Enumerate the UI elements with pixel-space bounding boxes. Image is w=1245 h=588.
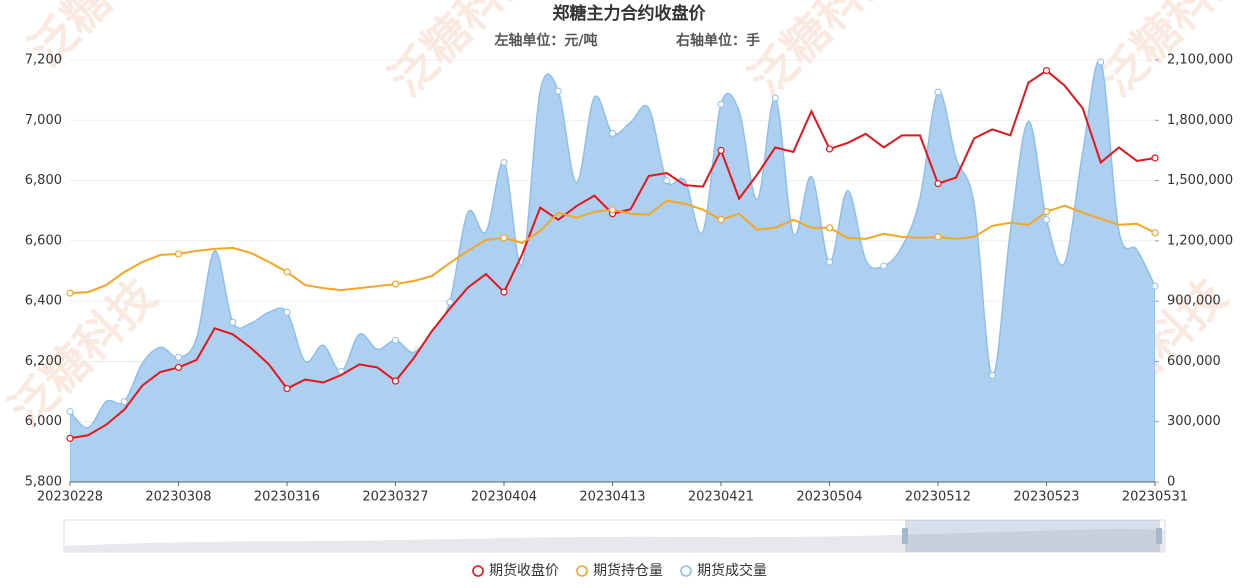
point bbox=[608, 206, 617, 214]
point bbox=[988, 371, 996, 379]
x-tick-label: 20230327 bbox=[362, 490, 428, 505]
x-tick-label: 20230531 bbox=[1122, 490, 1188, 505]
y-tick-label: 5,800 bbox=[25, 475, 62, 490]
y-tick-label: 6,000 bbox=[25, 414, 62, 429]
y-tick-label: 6,400 bbox=[25, 294, 62, 309]
legend: 期货收盘价 期货持仓量 期货成交量 bbox=[472, 562, 767, 579]
point bbox=[1097, 58, 1105, 66]
y-tick-label: 7,000 bbox=[25, 113, 62, 128]
point bbox=[1151, 154, 1159, 162]
point bbox=[717, 216, 725, 224]
zoom-window[interactable] bbox=[905, 520, 1160, 552]
x-tick-label: 20230421 bbox=[688, 490, 754, 505]
legend-marker bbox=[472, 565, 484, 577]
left-axis-unit: 左轴单位：元/吨 bbox=[493, 32, 597, 49]
volume-area bbox=[70, 59, 1155, 482]
x-tick-label: 20230228 bbox=[37, 490, 103, 505]
point bbox=[283, 384, 291, 393]
point bbox=[66, 408, 74, 416]
y-tick-label: 6,800 bbox=[25, 173, 62, 188]
y2-tick-label: 0 bbox=[1167, 475, 1175, 490]
point bbox=[825, 224, 834, 232]
point bbox=[66, 289, 74, 297]
data-zoom[interactable] bbox=[63, 519, 1166, 553]
y2-tick-label: 1,800,000 bbox=[1167, 113, 1233, 128]
point bbox=[934, 179, 942, 188]
y2-tick-label: 1,200,000 bbox=[1167, 233, 1233, 248]
point bbox=[174, 363, 183, 372]
y-tick-label: 6,600 bbox=[25, 233, 62, 248]
watermark: 泛糖科技 bbox=[738, 0, 906, 107]
x-tick-label: 20230404 bbox=[471, 490, 537, 505]
point bbox=[392, 336, 399, 344]
point bbox=[66, 434, 74, 442]
watermark: 泛糖科技 bbox=[378, 0, 546, 107]
x-tick-label: 20230413 bbox=[579, 490, 645, 505]
point bbox=[934, 233, 942, 241]
legend-label: 期货收盘价 bbox=[489, 562, 559, 579]
x-tick-label: 20230504 bbox=[796, 490, 862, 505]
point bbox=[500, 234, 508, 242]
point bbox=[1151, 282, 1159, 290]
chart-title: 郑糖主力合约收盘价 bbox=[553, 3, 707, 24]
y2-tick-label: 600,000 bbox=[1167, 354, 1221, 369]
point bbox=[717, 100, 725, 108]
point bbox=[1043, 216, 1050, 224]
point bbox=[283, 308, 291, 316]
point bbox=[229, 318, 237, 326]
point bbox=[717, 146, 725, 155]
point bbox=[1042, 66, 1051, 75]
y2-tick-label: 900,000 bbox=[1167, 294, 1221, 309]
point bbox=[934, 88, 942, 96]
zoom-handle[interactable] bbox=[1156, 528, 1162, 544]
legend-label: 期货成交量 bbox=[697, 562, 767, 579]
point bbox=[880, 262, 888, 270]
point bbox=[120, 398, 128, 406]
right-axis-unit: 右轴单位：手 bbox=[675, 32, 760, 49]
point bbox=[391, 377, 400, 385]
plot: 5,800 6,000 6,200 6,400 6,600 6,800 7,000 7,200… bbox=[25, 53, 1233, 505]
point bbox=[1042, 208, 1051, 216]
zoom-handle[interactable] bbox=[902, 528, 908, 544]
point bbox=[771, 94, 779, 102]
x-tick-label: 20230512 bbox=[905, 490, 971, 505]
point bbox=[826, 258, 833, 266]
point bbox=[609, 129, 616, 137]
point bbox=[663, 177, 671, 185]
point bbox=[175, 353, 182, 361]
y-tick-label: 6,200 bbox=[25, 354, 62, 369]
point bbox=[554, 87, 562, 95]
y2-tick-label: 2,100,000 bbox=[1167, 53, 1233, 68]
legend-label: 期货持仓量 bbox=[593, 562, 663, 579]
point bbox=[446, 298, 454, 306]
y2-tick-label: 300,000 bbox=[1167, 414, 1221, 429]
y-tick-label: 7,200 bbox=[25, 53, 62, 68]
legend-marker bbox=[680, 565, 692, 577]
legend-marker bbox=[576, 565, 588, 577]
point bbox=[283, 268, 291, 276]
point bbox=[500, 288, 508, 296]
y2-tick-label: 1,500,000 bbox=[1167, 173, 1233, 188]
zoom-shadow bbox=[64, 528, 1165, 552]
point bbox=[1151, 229, 1159, 237]
point bbox=[174, 250, 183, 258]
x-tick-label: 20230316 bbox=[254, 490, 320, 505]
x-tick-label: 20230523 bbox=[1013, 490, 1079, 505]
point bbox=[825, 145, 834, 153]
point bbox=[391, 280, 400, 288]
x-tick-label: 20230308 bbox=[145, 490, 211, 505]
point bbox=[500, 158, 508, 166]
